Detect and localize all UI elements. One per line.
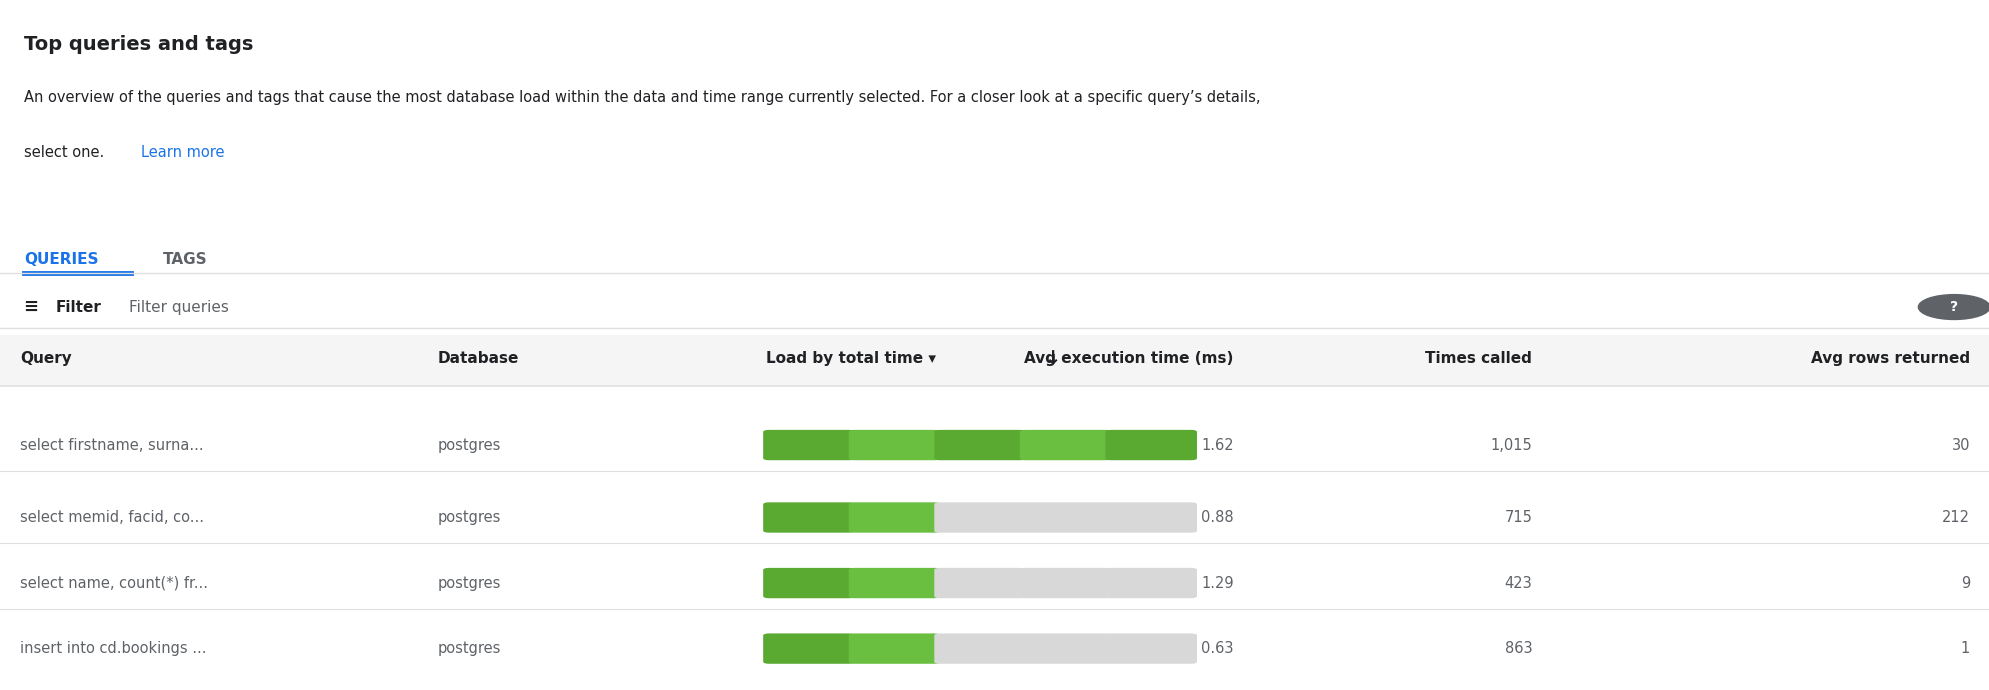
FancyBboxPatch shape bbox=[0, 489, 1989, 544]
FancyBboxPatch shape bbox=[1018, 430, 1110, 460]
FancyBboxPatch shape bbox=[764, 633, 855, 664]
FancyBboxPatch shape bbox=[1104, 568, 1195, 598]
Text: Filter queries: Filter queries bbox=[129, 299, 229, 315]
Text: 9: 9 bbox=[1959, 575, 1969, 591]
FancyBboxPatch shape bbox=[1104, 633, 1195, 664]
Text: ≡: ≡ bbox=[24, 298, 46, 316]
Text: Top queries and tags: Top queries and tags bbox=[24, 34, 253, 54]
Text: postgres: postgres bbox=[438, 510, 501, 525]
FancyBboxPatch shape bbox=[764, 430, 855, 460]
Text: Times called: Times called bbox=[1424, 351, 1532, 366]
FancyBboxPatch shape bbox=[935, 430, 1026, 460]
Text: 0.88: 0.88 bbox=[1201, 510, 1233, 525]
Text: Query: Query bbox=[20, 351, 72, 366]
FancyBboxPatch shape bbox=[935, 502, 1026, 533]
Text: 863: 863 bbox=[1504, 641, 1532, 656]
Text: select name, count(*) fr...: select name, count(*) fr... bbox=[20, 575, 207, 591]
FancyBboxPatch shape bbox=[847, 502, 939, 533]
FancyBboxPatch shape bbox=[935, 633, 1026, 664]
Text: ?: ? bbox=[1949, 300, 1957, 314]
Text: 30: 30 bbox=[1951, 437, 1969, 453]
Text: Learn more: Learn more bbox=[141, 145, 225, 160]
Text: 1.29: 1.29 bbox=[1201, 575, 1233, 591]
Text: postgres: postgres bbox=[438, 437, 501, 453]
Text: Database: Database bbox=[438, 351, 519, 366]
FancyBboxPatch shape bbox=[847, 430, 939, 460]
Text: Avg execution time (ms): Avg execution time (ms) bbox=[1024, 351, 1233, 366]
Text: postgres: postgres bbox=[438, 575, 501, 591]
FancyBboxPatch shape bbox=[847, 633, 939, 664]
Text: 423: 423 bbox=[1504, 575, 1532, 591]
Text: 1: 1 bbox=[1959, 641, 1969, 656]
Text: An overview of the queries and tags that cause the most database load within the: An overview of the queries and tags that… bbox=[24, 90, 1259, 105]
Text: postgres: postgres bbox=[438, 641, 501, 656]
FancyBboxPatch shape bbox=[1018, 568, 1110, 598]
FancyBboxPatch shape bbox=[847, 568, 939, 598]
Text: insert into cd.bookings ...: insert into cd.bookings ... bbox=[20, 641, 207, 656]
Text: 1,015: 1,015 bbox=[1490, 437, 1532, 453]
FancyBboxPatch shape bbox=[0, 620, 1989, 675]
Text: Filter: Filter bbox=[56, 299, 101, 315]
FancyBboxPatch shape bbox=[0, 553, 1989, 609]
Text: 715: 715 bbox=[1504, 510, 1532, 525]
FancyBboxPatch shape bbox=[1018, 502, 1110, 533]
Text: ↓: ↓ bbox=[1044, 349, 1060, 368]
FancyBboxPatch shape bbox=[1104, 502, 1195, 533]
Text: 0.63: 0.63 bbox=[1201, 641, 1233, 656]
FancyBboxPatch shape bbox=[764, 502, 855, 533]
Text: Load by total time ▾: Load by total time ▾ bbox=[766, 351, 935, 366]
Text: select firstname, surna...: select firstname, surna... bbox=[20, 437, 203, 453]
FancyBboxPatch shape bbox=[935, 568, 1026, 598]
FancyBboxPatch shape bbox=[1104, 430, 1195, 460]
FancyBboxPatch shape bbox=[1018, 633, 1110, 664]
Text: select memid, facid, co...: select memid, facid, co... bbox=[20, 510, 203, 525]
FancyBboxPatch shape bbox=[0, 335, 1989, 386]
Text: 1.62: 1.62 bbox=[1201, 437, 1233, 453]
Text: Avg rows returned: Avg rows returned bbox=[1810, 351, 1969, 366]
FancyBboxPatch shape bbox=[764, 568, 855, 598]
Text: QUERIES: QUERIES bbox=[24, 252, 97, 267]
Text: 212: 212 bbox=[1941, 510, 1969, 525]
FancyBboxPatch shape bbox=[0, 415, 1989, 471]
Circle shape bbox=[1917, 295, 1989, 319]
Text: select one.: select one. bbox=[24, 145, 109, 160]
Text: TAGS: TAGS bbox=[163, 252, 207, 267]
